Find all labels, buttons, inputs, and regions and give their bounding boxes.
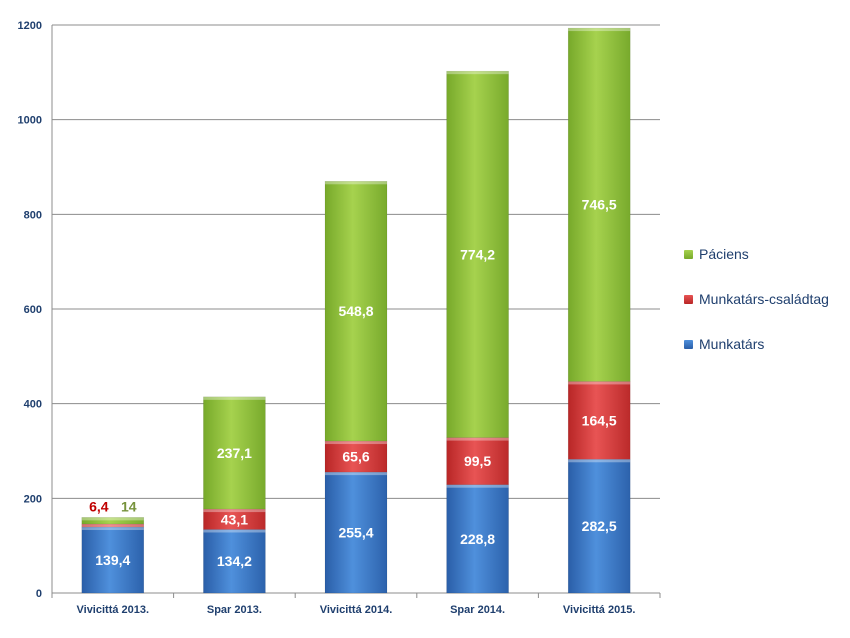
data-label: 99,5 [464,453,491,469]
legend-swatch-paciens [684,249,693,259]
bar-segment [446,484,509,594]
data-label: 65,6 [342,449,369,465]
bar-segment-rim [203,396,266,400]
bar-segment-rim [446,437,509,441]
axes: 0 200 400 600 800 1000 1200 Vivicittá 2013. Spar… [18,20,661,616]
data-label: 282,5 [582,518,617,534]
x-category-label: Vivicittá 2013. [77,604,150,616]
bar-segment-rim [81,517,144,521]
legend-swatch-munkatars-csaladtag [684,294,693,304]
bar-segment-rim [325,181,387,185]
data-label: 14 [121,498,137,514]
bar-segment [324,471,388,594]
y-tick-label: 200 [24,493,42,505]
data-label: 237,1 [217,445,252,461]
bar-segment [81,526,145,594]
y-tick-label: 400 [24,399,42,411]
bar-segment [446,70,509,438]
bar-segment-rim [446,71,509,75]
legend-item-munkatars-csaladtag: Munkatárs-családtag [684,291,829,307]
data-label: 255,4 [338,525,373,541]
legend-swatch-munkatars [684,339,693,349]
bar-segment-rim [446,484,509,488]
legend-label-munkatars-csaladtag: Munkatárs-családtag [699,291,829,307]
data-label: 164,5 [582,412,617,428]
bar-segment [81,517,145,525]
data-label: 548,8 [338,303,373,319]
bar-segment-rim [568,381,631,385]
legend-item-munkatars: Munkatárs [684,336,764,352]
bar-segment-rim [203,509,266,513]
bar-segment [567,459,631,594]
bar-segment-rim [568,28,631,32]
bar-segment [567,381,631,460]
bar-segment-rim [81,523,144,527]
data-labels: 139,4 6,4 14 134,2 43,1 237,1 255,4 65,6 548,8 22… [89,197,617,569]
y-tick-label: 1000 [18,115,42,127]
data-label: 134,2 [217,553,252,569]
data-label: 774,2 [460,246,495,262]
y-tick-label: 600 [24,304,42,316]
x-category-label: Vivicittá 2015. [563,604,636,616]
y-tick-label: 0 [36,588,42,600]
y-tick-label: 1200 [18,20,42,32]
data-label: 6,4 [89,498,109,514]
bar-segment-rim [325,472,387,476]
bars [81,27,631,594]
legend-label-paciens: Páciens [699,246,749,262]
legend-label-munkatars: Munkatárs [699,336,765,352]
bar-segment-rim [203,529,266,533]
x-category-label: Spar 2014. [450,604,505,616]
x-category-label: Spar 2013. [207,604,262,616]
bar-segment-rim [81,527,144,531]
bar-segment [203,396,266,510]
legend-item-paciens: Páciens [684,246,749,262]
data-label: 746,5 [582,197,617,213]
bar-segment [203,529,266,594]
data-label: 139,4 [95,552,130,568]
bar-segment [446,437,509,485]
y-tick-label: 800 [24,209,42,221]
bar-segment [567,27,631,382]
bar-segment-rim [325,441,387,445]
bar-segment-rim [568,459,631,463]
bar-segment [324,440,388,473]
bar-segment [324,181,388,442]
data-label: 228,8 [460,531,495,547]
x-category-label: Vivicittá 2014. [320,604,393,616]
data-label: 43,1 [221,511,248,527]
